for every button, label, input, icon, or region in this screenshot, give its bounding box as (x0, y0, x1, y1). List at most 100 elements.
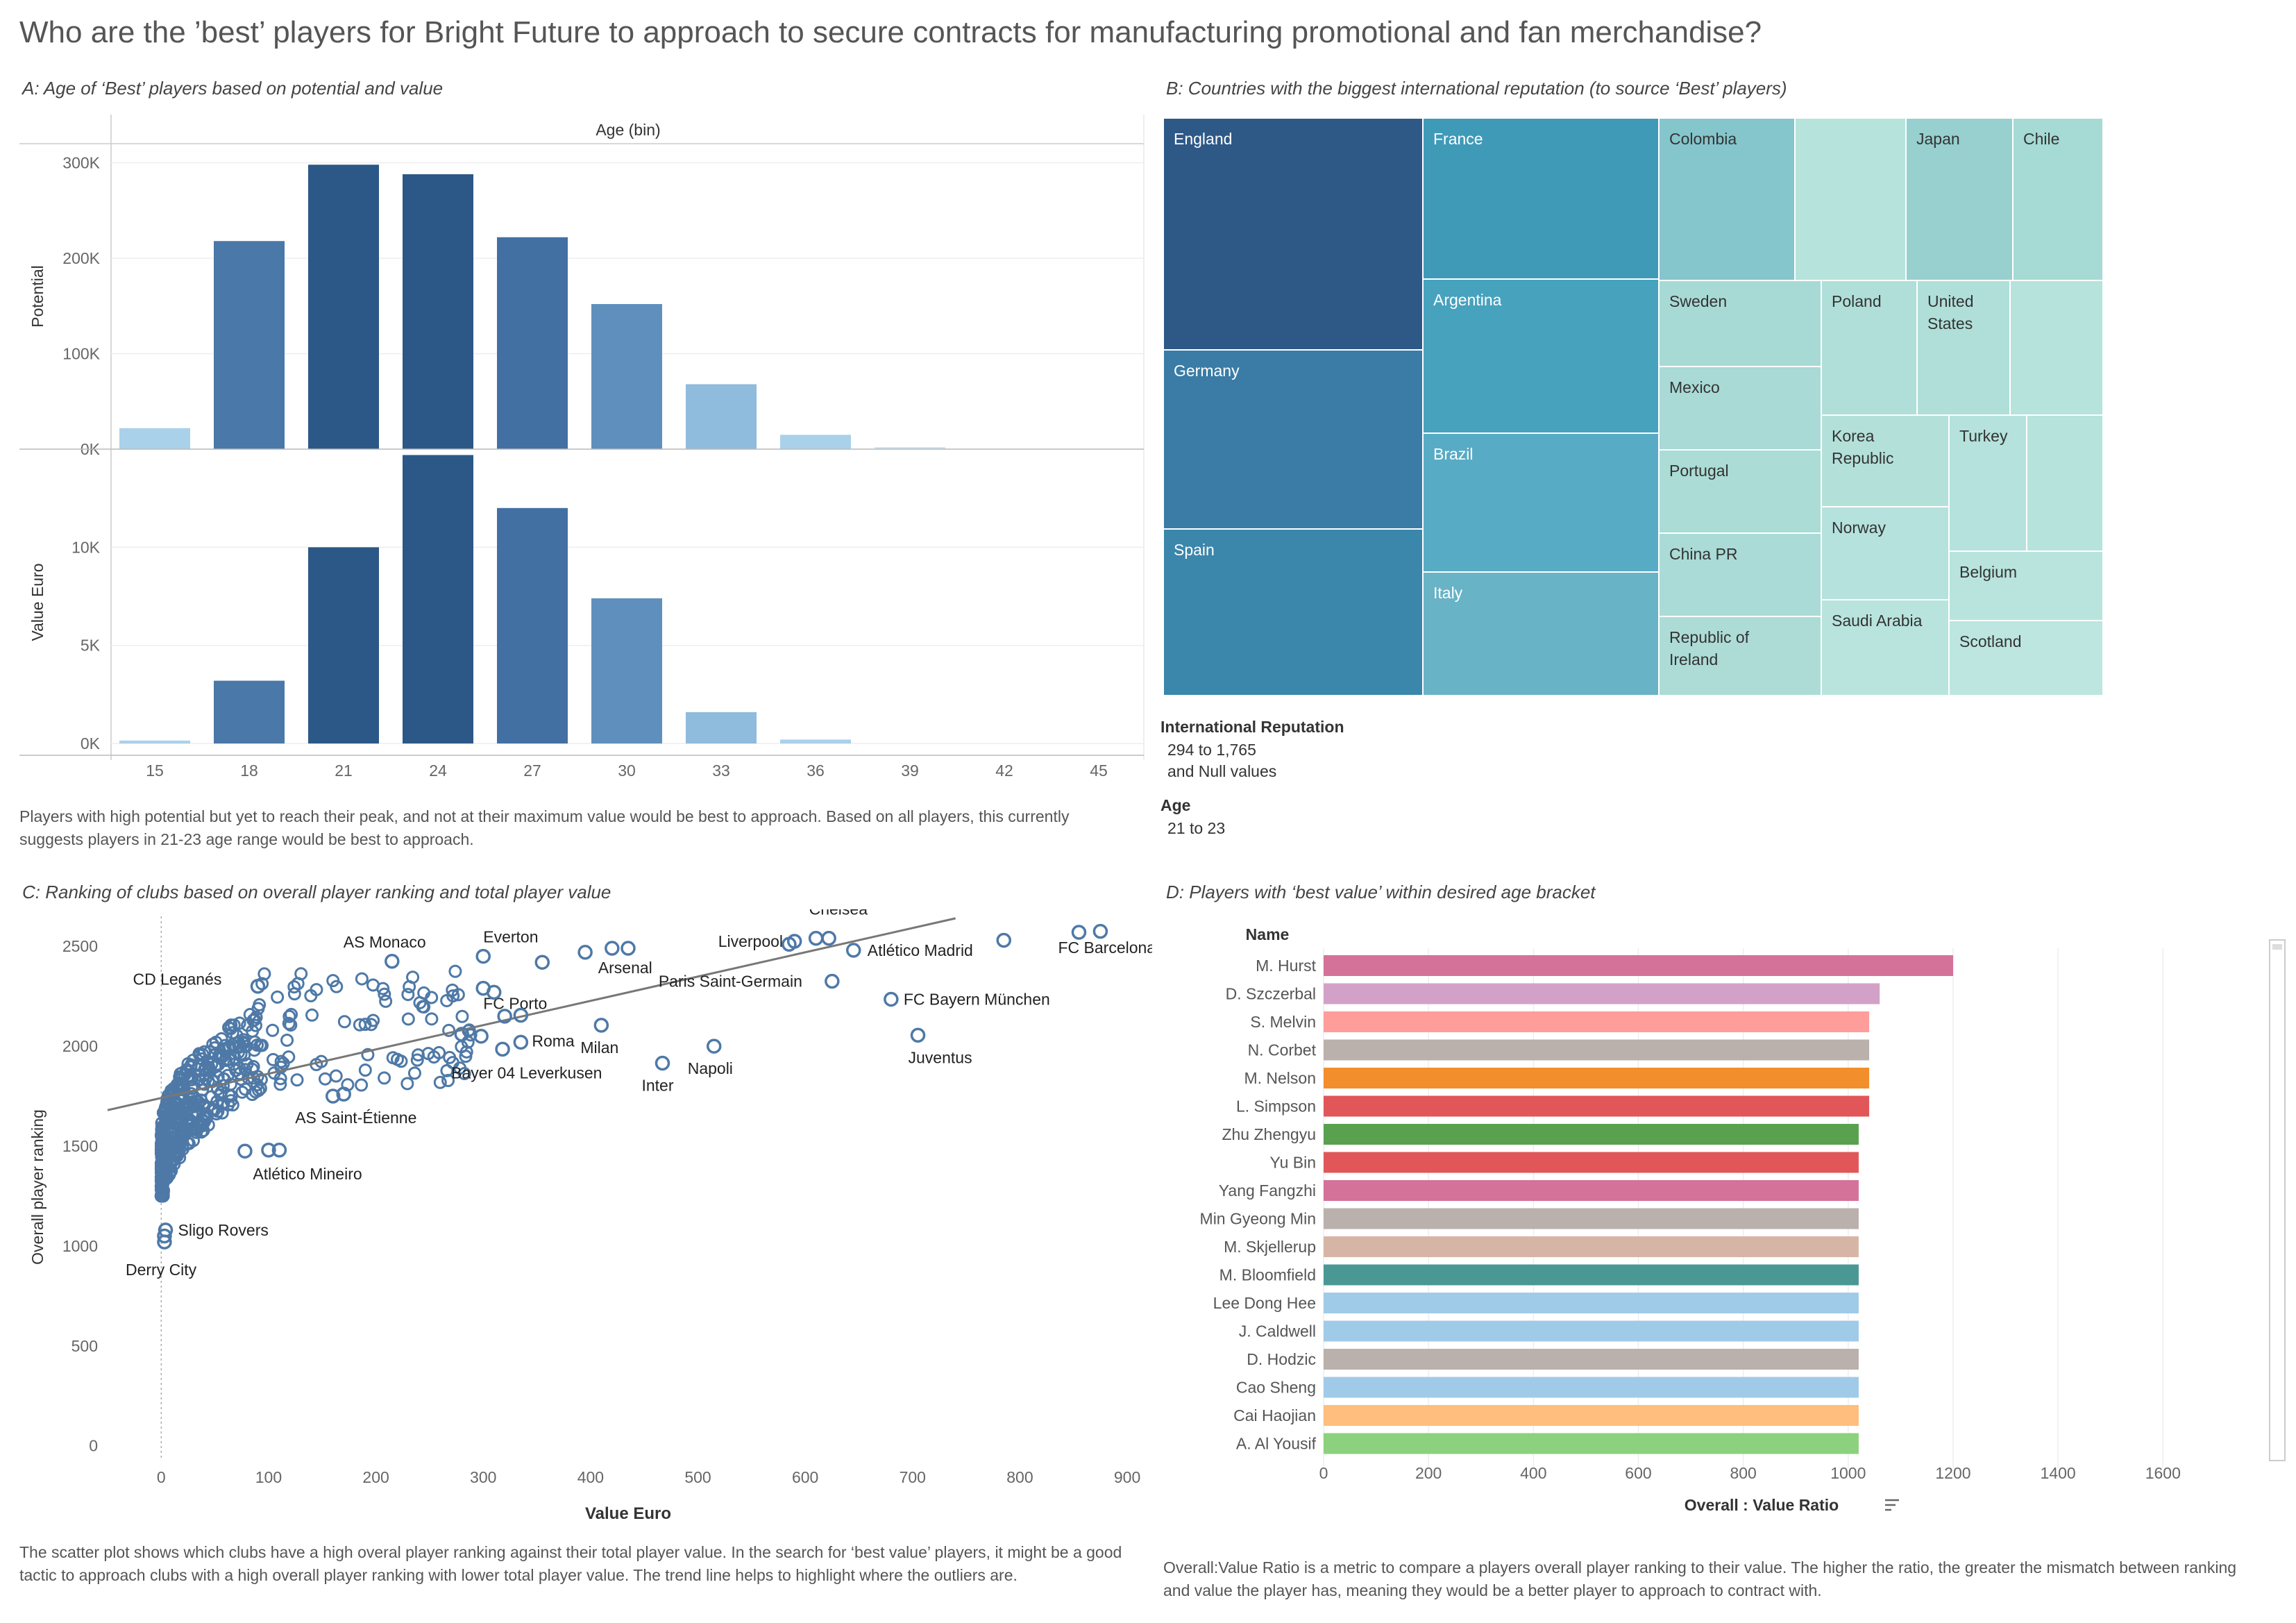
club-point (167, 1095, 180, 1109)
treemap-cell (1821, 280, 1918, 416)
club-point (378, 1071, 391, 1085)
club-label: FC Barcelona (1058, 939, 1152, 957)
treemap-label: Argentina (1433, 291, 1502, 309)
labeled-club-point (336, 1086, 351, 1102)
club-point (173, 1073, 187, 1087)
labeled-club-point (706, 1038, 722, 1054)
club-point (455, 1009, 469, 1023)
bar-potential-21 (308, 165, 379, 449)
treemap-label: Brazil (1433, 445, 1474, 463)
labeled-club-point (497, 1009, 512, 1024)
x-tick-label: 27 (523, 762, 541, 780)
club-point (401, 988, 415, 1002)
x-tick-label: 200 (362, 1468, 389, 1486)
bar-value-24 (403, 455, 473, 744)
age-bin-header: Age (bin) (596, 121, 660, 139)
panel-c-title: C: Ranking of clubs based on overall pla… (22, 882, 611, 902)
club-point (305, 1008, 319, 1022)
treemap-cell (1422, 118, 1660, 280)
club-point (448, 964, 462, 978)
player-bar (1324, 1039, 1870, 1061)
club-label: Everton (483, 928, 538, 946)
treemap-cell (1422, 278, 1660, 434)
y-tick-label: 1000 (62, 1237, 98, 1255)
labeled-club-point (621, 941, 636, 956)
x-tick-label: 45 (1090, 762, 1108, 780)
treemap-cell (1658, 280, 1822, 367)
player-bar (1324, 1236, 1859, 1257)
treemap-label: Italy (1433, 584, 1463, 602)
y-tick-label: 0K (81, 734, 101, 752)
y-tick-label: 200K (62, 249, 100, 267)
bar-value-27 (497, 507, 568, 744)
club-point (273, 1077, 287, 1091)
panel-a-title: A: Age of ‘Best’ players based on potent… (22, 78, 444, 99)
club-point (237, 1033, 251, 1047)
club-point (337, 1015, 351, 1029)
player-name-label: J. Caldwell (1239, 1322, 1316, 1340)
club-point (330, 979, 344, 993)
player-bar (1324, 955, 1953, 976)
player-bar (1324, 1124, 1859, 1145)
x-axis-title: Value Euro (585, 1504, 671, 1520)
club-points (154, 964, 478, 1203)
player-bar (1324, 1180, 1859, 1201)
bar-value-15 (119, 740, 190, 744)
club-label: Derry City (126, 1261, 197, 1279)
y-tick-label: 500 (71, 1337, 98, 1355)
player-bar (1324, 983, 1880, 1004)
x-tick-label: 400 (1520, 1464, 1546, 1482)
treemap-cell (1905, 118, 2014, 281)
player-name-label: Lee Dong Hee (1213, 1294, 1316, 1312)
club-point (169, 1111, 183, 1125)
player-name-label: M. Bloomfield (1219, 1266, 1316, 1284)
treemap-cell (2012, 118, 2104, 281)
legend-title-age: Age (1160, 796, 1191, 814)
club-label: FC Bayern München (904, 990, 1050, 1008)
club-point (195, 1119, 209, 1133)
x-tick-label: 42 (995, 762, 1013, 780)
scrollbar-track[interactable] (2269, 939, 2286, 1461)
x-tick-label: 21 (335, 762, 353, 780)
club-point (391, 1052, 405, 1066)
country-treemap: England Germany Spain France Argentina Brazil… (1163, 118, 2104, 696)
player-bar (1324, 1011, 1870, 1032)
player-bar (1324, 1405, 1859, 1426)
x-tick-label: 500 (684, 1468, 711, 1486)
treemap-label: Japan (1916, 130, 1960, 148)
player-bar (1324, 1433, 1859, 1454)
club-point (378, 987, 391, 1001)
labeled-club-point (884, 991, 899, 1007)
scrollbar-thumb[interactable] (2272, 944, 2282, 950)
x-tick-label: 1400 (2041, 1464, 2076, 1482)
club-point (318, 1072, 332, 1086)
treemap-cell (2026, 414, 2104, 552)
treemap-label: Belgium (1959, 563, 2017, 581)
treemap-cell (1948, 550, 2104, 621)
club-point (442, 1023, 456, 1037)
bar-value-18 (214, 680, 285, 744)
x-tick-label: 400 (577, 1468, 604, 1486)
x-tick-label: 1200 (1935, 1464, 1970, 1482)
bar-potential-27 (497, 237, 568, 449)
x-tick-label: 800 (1006, 1468, 1033, 1486)
club-point (190, 1118, 204, 1132)
legend-null-values: and Null values (1167, 762, 1277, 780)
y-tick-label: 0 (89, 1437, 98, 1455)
treemap-label: United (1927, 292, 1973, 310)
club-point (376, 982, 390, 995)
sort-icon (1885, 1499, 1899, 1511)
club-point (266, 1023, 280, 1037)
labeled-club-point (157, 1234, 172, 1250)
player-name-label: Zhu Zhengyu (1222, 1125, 1316, 1143)
club-point (253, 1082, 267, 1095)
club-point (441, 1074, 455, 1088)
club-point (240, 1057, 254, 1071)
player-name-label: L. Simpson (1236, 1098, 1316, 1116)
club-label: AS Monaco (344, 933, 426, 951)
club-point (215, 1106, 229, 1120)
player-name-label: M. Hurst (1256, 957, 1317, 975)
legend-title-reputation: International Reputation (1160, 718, 1344, 736)
x-tick-label: 36 (807, 762, 825, 780)
treemap-cell (1658, 532, 1822, 617)
